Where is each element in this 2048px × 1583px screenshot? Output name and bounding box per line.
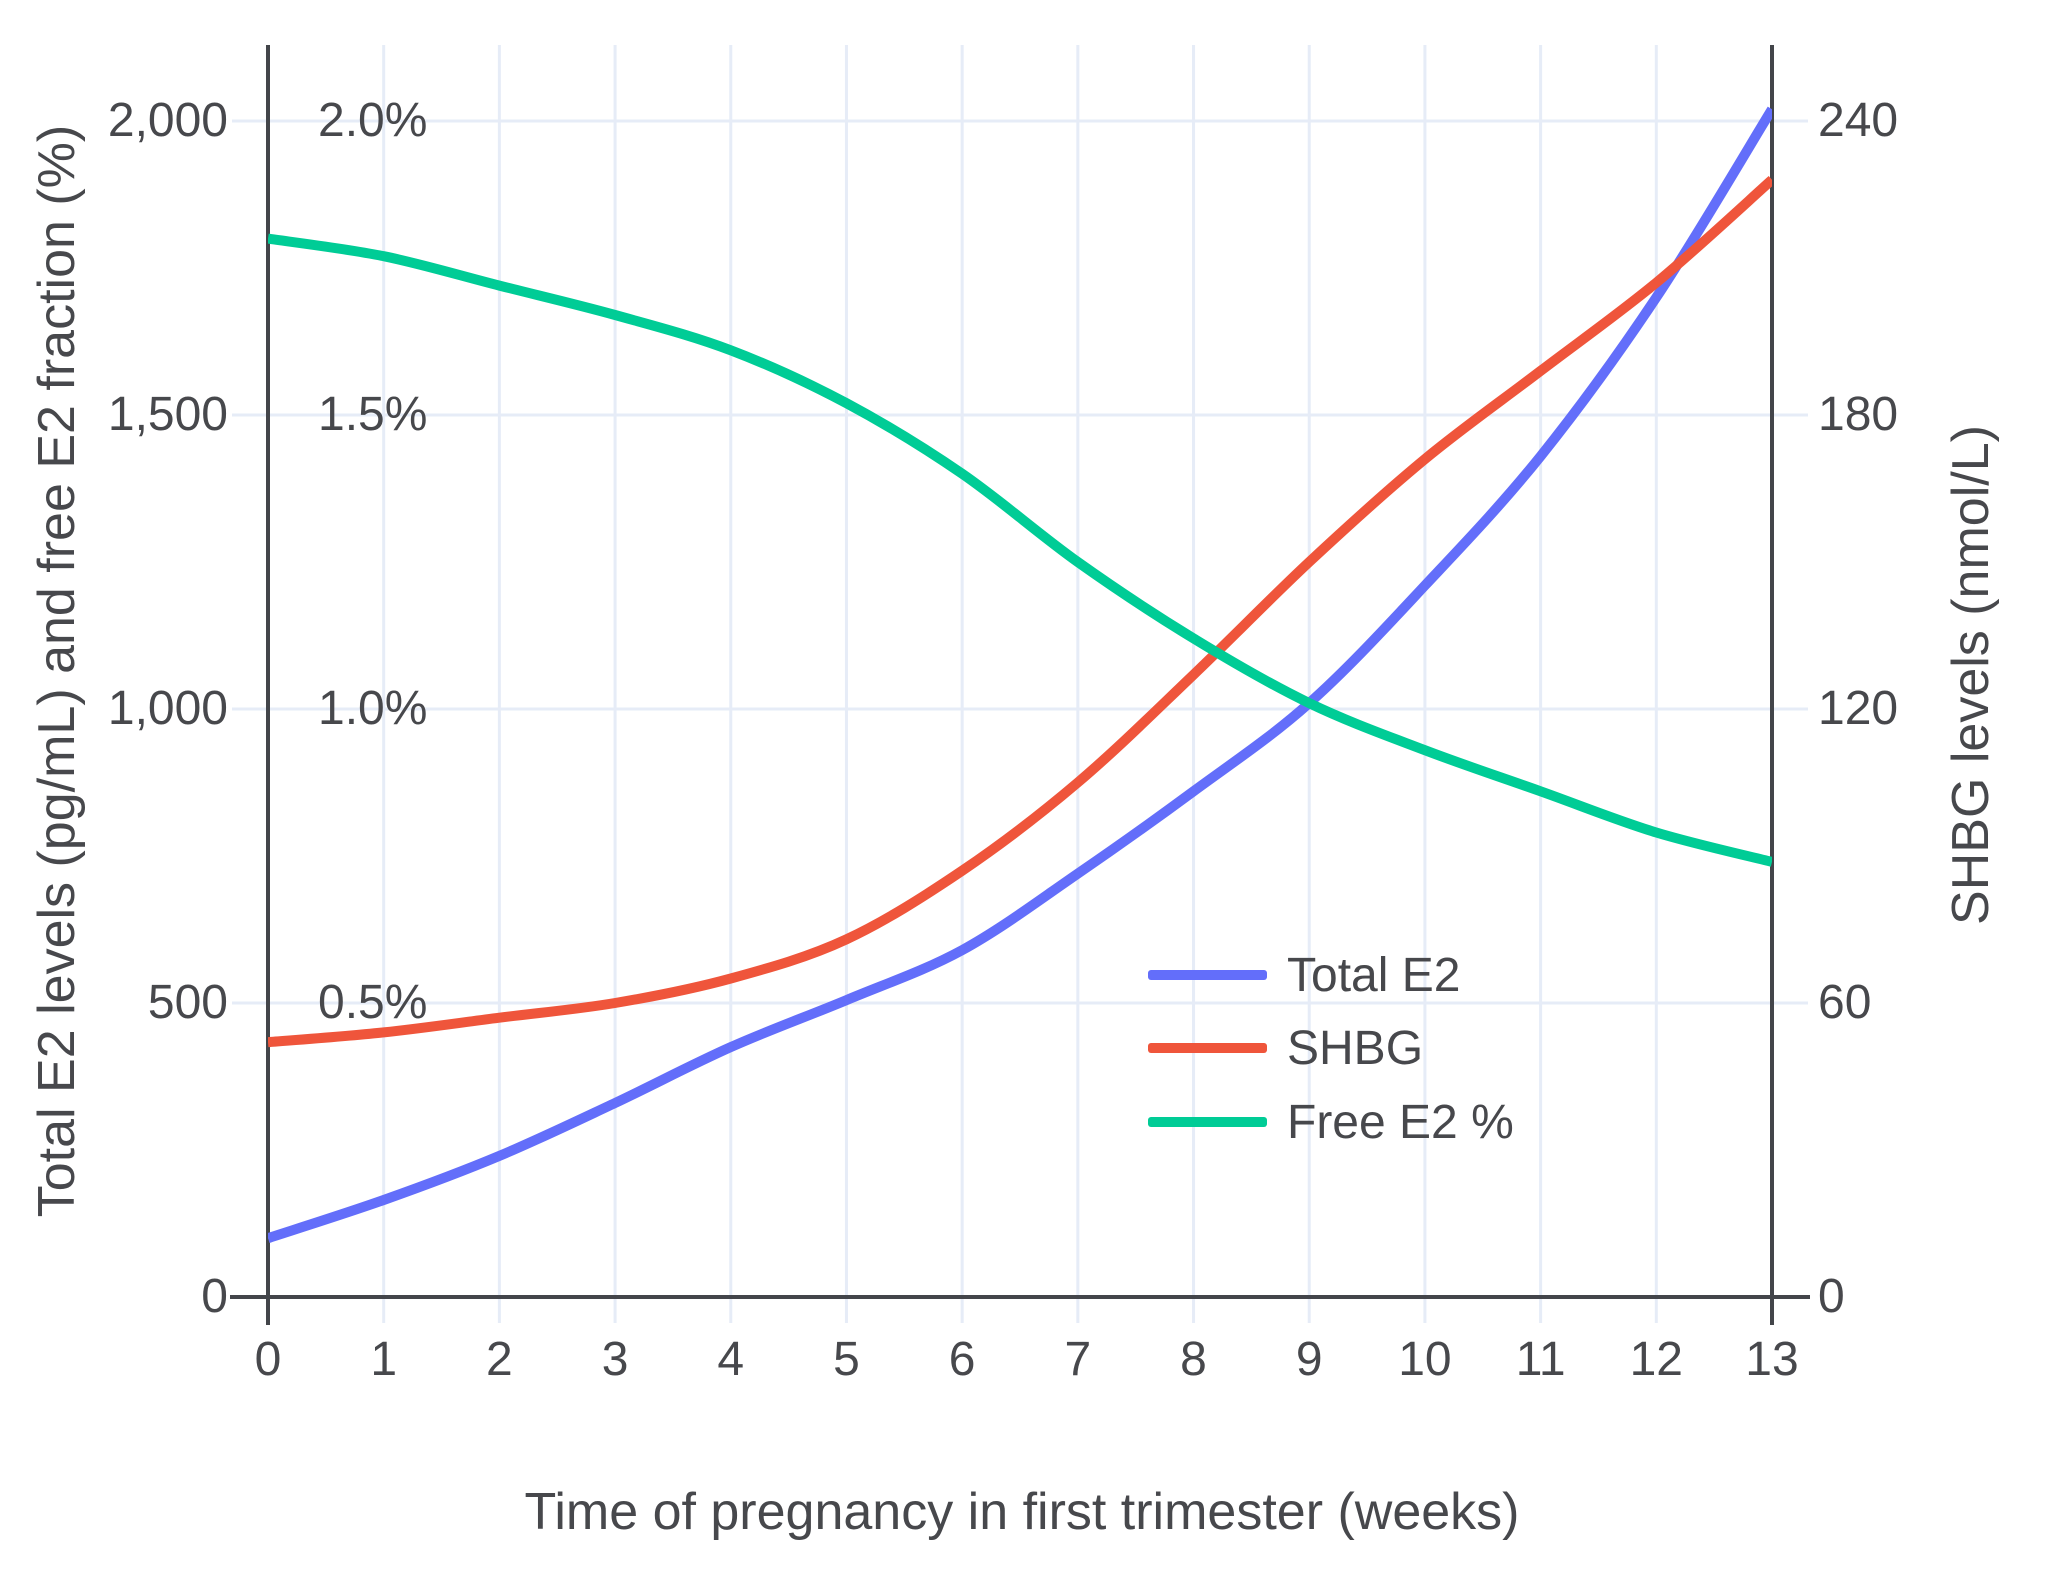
- x-axis-tick-label: 1: [370, 1333, 398, 1386]
- right-axis-tick-label: 60: [1818, 976, 1872, 1029]
- right-axis-tick-label: 240: [1818, 94, 1899, 147]
- legend-swatch-free-e2-pct: [1148, 1117, 1267, 1127]
- right-axis-tick-label: 180: [1818, 388, 1899, 441]
- x-axis-tick-label: 11: [1515, 1333, 1566, 1386]
- x-axis-title: Time of pregnancy in first trimester (we…: [524, 1483, 1520, 1541]
- legend-label: Total E2: [1287, 948, 1461, 1002]
- x-axis-tick-label: 9: [1295, 1333, 1323, 1386]
- legend-label: SHBG: [1287, 1021, 1424, 1075]
- x-axis-tick-label: 2: [486, 1333, 513, 1386]
- series-line-free-e2-: [268, 233, 1772, 867]
- legend-swatch-total-e2: [1148, 970, 1267, 980]
- right-axis-title: SHBG levels (nmol/L): [1942, 425, 2000, 925]
- legend-label: Free E2 %: [1287, 1095, 1514, 1149]
- x-axis-tick-label: 3: [601, 1333, 629, 1386]
- x-axis-tick-label: 6: [948, 1333, 976, 1386]
- x-axis-tick-label: 5: [833, 1333, 860, 1386]
- right-axis-tick-label: 120: [1818, 682, 1899, 735]
- x-axis-tick-label: 8: [1180, 1333, 1207, 1386]
- x-axis-tick-label: 10: [1398, 1333, 1452, 1386]
- series-line-shbg: [268, 176, 1772, 1048]
- x-axis-tick-label: 12: [1629, 1333, 1683, 1386]
- left-axis-tick-label: 0: [201, 1270, 228, 1323]
- legend-row: SHBG: [1148, 1020, 1423, 1076]
- pct-tick-label: 0.5%: [318, 976, 428, 1029]
- left-axis-tick-label: 2,000: [107, 94, 228, 147]
- legend-row: Free E2 %: [1148, 1094, 1514, 1150]
- x-axis-tick-label: 4: [717, 1333, 745, 1386]
- x-axis-tick-label: 7: [1064, 1333, 1092, 1386]
- x-axis-tick-label: 0: [254, 1333, 282, 1386]
- pct-tick-label: 1.0%: [318, 682, 428, 735]
- left-axis-tick-label: 1,500: [107, 388, 228, 441]
- left-axis-title: Total E2 levels (pg/mL) and free E2 frac…: [28, 124, 86, 1218]
- series-line-total-e2: [268, 106, 1772, 1243]
- pct-tick-label: 1.5%: [318, 388, 428, 441]
- legend-swatch-shbg: [1148, 1043, 1267, 1053]
- legend-row: Total E2: [1148, 947, 1460, 1003]
- pct-tick-label: 2.0%: [318, 94, 428, 147]
- x-axis-tick-label: 13: [1745, 1333, 1799, 1386]
- left-axis-tick-label: 1,000: [107, 682, 228, 735]
- left-axis-tick-label: 500: [147, 976, 228, 1029]
- right-axis-tick-label: 0: [1818, 1270, 1845, 1323]
